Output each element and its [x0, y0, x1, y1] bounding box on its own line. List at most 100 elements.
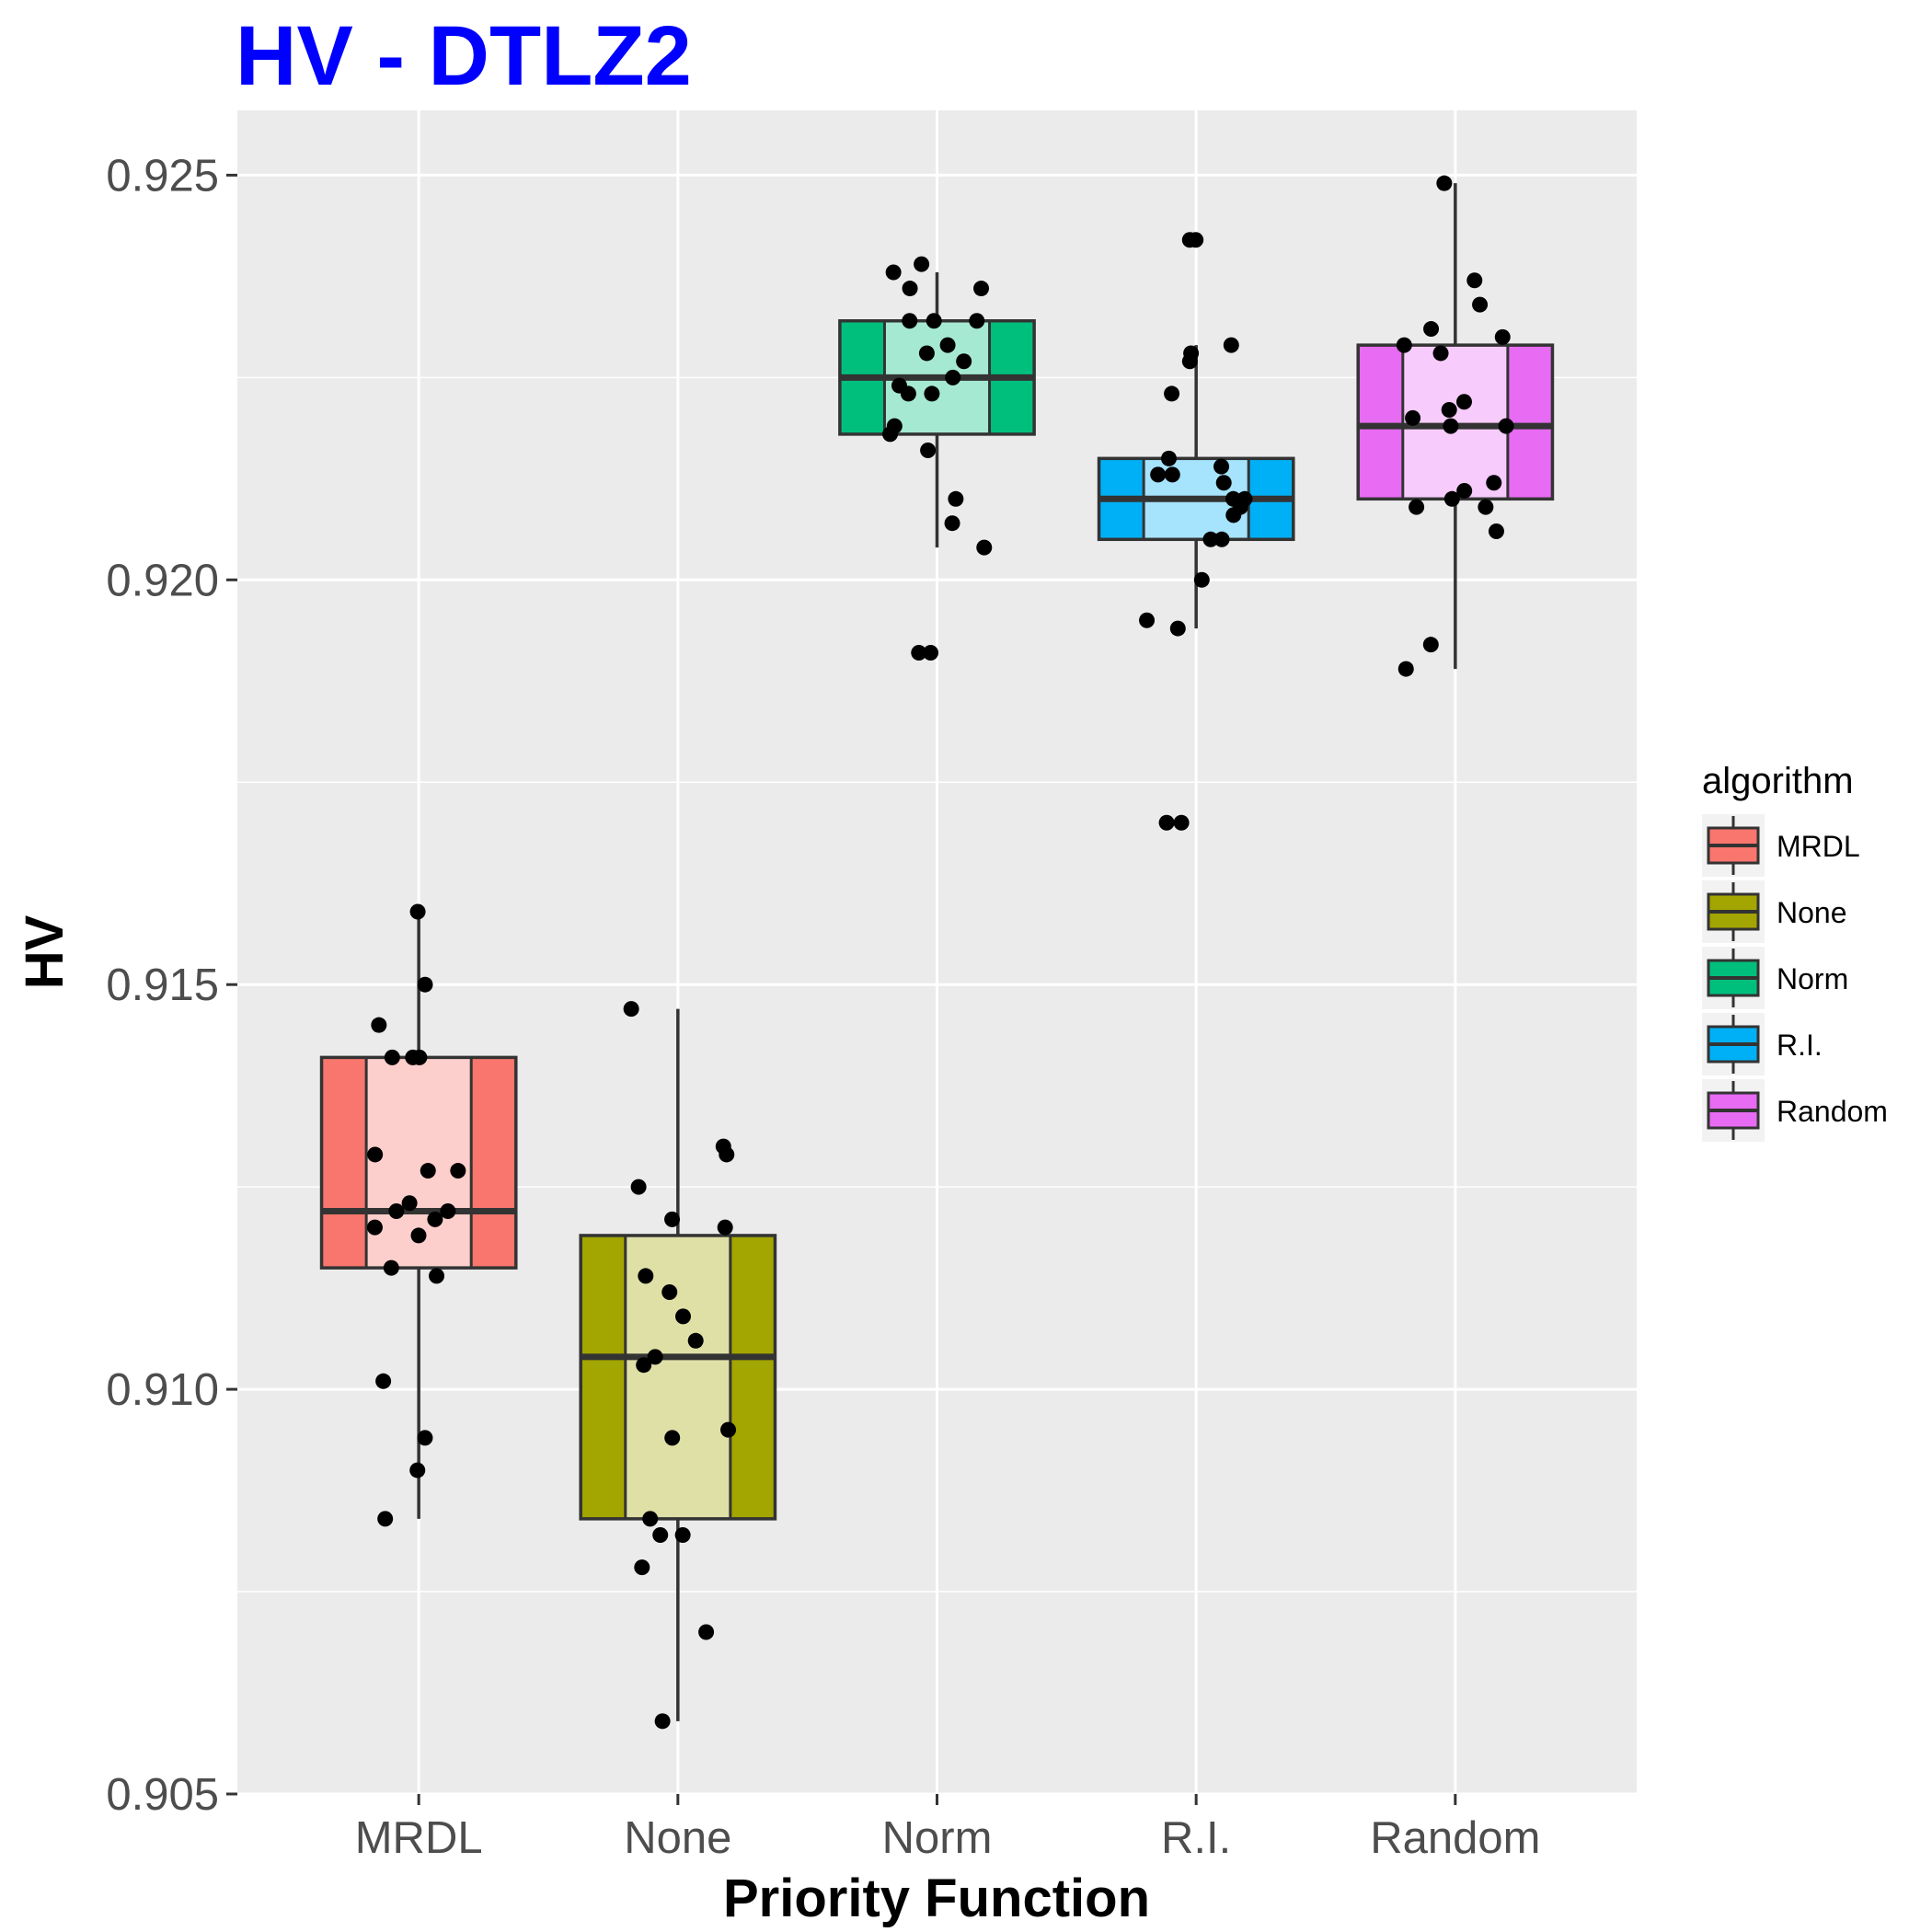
- data-point-Random: [1494, 328, 1511, 345]
- data-point-R.I.: [1181, 232, 1198, 248]
- data-point-MRDL: [429, 1268, 445, 1284]
- data-point-R.I.: [1173, 814, 1190, 831]
- data-point-MRDL: [371, 1017, 387, 1033]
- data-point-MRDL: [450, 1163, 466, 1179]
- x-axis: MRDL None Norm R.I. Random: [355, 1794, 1540, 1863]
- box-outline: [579, 1234, 777, 1521]
- data-point-Random: [1441, 402, 1457, 419]
- data-point-Norm: [944, 515, 960, 532]
- data-point-R.I.: [1158, 814, 1175, 831]
- data-point-MRDL: [401, 1195, 418, 1212]
- legend-title: algorithm: [1702, 761, 1854, 801]
- data-point-MRDL: [420, 1163, 436, 1179]
- data-point-MRDL: [366, 1219, 383, 1236]
- legend-label: None: [1777, 896, 1847, 929]
- data-point-Norm: [920, 443, 937, 459]
- data-point-R.I.: [1225, 507, 1242, 523]
- box-layer: [319, 183, 1555, 1721]
- data-point-Random: [1422, 637, 1439, 653]
- data-point-MRDL: [367, 1146, 384, 1163]
- data-point-R.I.: [1215, 475, 1232, 491]
- data-point-Random: [1498, 418, 1514, 434]
- legend: algorithm MRDL None Norm R.I. Random: [1702, 761, 1888, 1142]
- data-point-R.I.: [1161, 450, 1178, 466]
- y-tick-label: 0.925: [106, 151, 219, 201]
- data-point-MRDL: [375, 1373, 392, 1389]
- data-point-Norm: [923, 644, 939, 661]
- data-point-None: [630, 1179, 647, 1195]
- data-point-Norm: [939, 337, 956, 353]
- data-point-R.I.: [1213, 531, 1230, 547]
- data-point-Norm: [969, 313, 985, 329]
- data-point-Random: [1409, 499, 1425, 515]
- data-point-Random: [1456, 483, 1473, 500]
- data-point-Random: [1466, 272, 1483, 289]
- data-point-MRDL: [417, 1430, 433, 1446]
- data-point-Norm: [902, 313, 918, 329]
- x-axis-title: Priority Function: [723, 1869, 1150, 1928]
- data-point-R.I.: [1150, 466, 1167, 483]
- data-point-Norm: [945, 369, 961, 385]
- x-tick-label: MRDL: [355, 1813, 483, 1863]
- legend-label: MRDL: [1777, 830, 1860, 863]
- y-tick-label: 0.915: [106, 960, 219, 1010]
- data-point-MRDL: [377, 1511, 394, 1527]
- data-point-R.I.: [1181, 353, 1198, 370]
- x-tick-label: Random: [1370, 1813, 1540, 1863]
- legend-label: R.I.: [1777, 1029, 1823, 1062]
- data-point-None: [634, 1559, 650, 1576]
- data-point-None: [636, 1357, 652, 1374]
- box-Norm: [838, 271, 1036, 548]
- data-point-MRDL: [410, 1227, 427, 1244]
- data-point-Norm: [924, 385, 940, 402]
- legend-item-Norm: Norm: [1702, 947, 1848, 1009]
- data-point-None: [674, 1526, 691, 1543]
- data-point-None: [698, 1624, 715, 1640]
- box-R.I.: [1097, 345, 1295, 629]
- data-point-R.I.: [1202, 531, 1219, 547]
- data-point-MRDL: [411, 1049, 428, 1065]
- data-point-Norm: [948, 490, 964, 507]
- data-point-None: [642, 1511, 659, 1527]
- points-layer: [366, 175, 1514, 1730]
- data-point-MRDL: [383, 1259, 399, 1276]
- data-point-MRDL: [417, 976, 433, 993]
- data-point-Norm: [956, 353, 972, 370]
- data-point-None: [654, 1713, 671, 1730]
- data-point-Norm: [900, 385, 916, 402]
- data-point-Random: [1455, 394, 1472, 410]
- data-point-Random: [1478, 499, 1494, 515]
- data-point-None: [719, 1146, 735, 1163]
- data-point-R.I.: [1139, 612, 1156, 628]
- data-point-Random: [1472, 296, 1489, 313]
- data-point-None: [664, 1430, 681, 1446]
- data-point-None: [647, 1349, 663, 1365]
- y-axis: 0.905 0.910 0.915 0.920 0.925: [106, 151, 237, 1820]
- data-point-Random: [1423, 321, 1440, 338]
- data-point-R.I.: [1193, 571, 1210, 588]
- data-point-Norm: [926, 313, 942, 329]
- data-point-None: [717, 1219, 733, 1236]
- data-point-Random: [1486, 475, 1502, 491]
- data-point-Random: [1396, 337, 1412, 353]
- x-tick-label: None: [624, 1813, 731, 1863]
- data-point-Norm: [973, 281, 990, 297]
- data-point-None: [664, 1211, 681, 1227]
- data-point-Random: [1436, 175, 1453, 191]
- data-point-None: [720, 1421, 737, 1438]
- legend-label: Random: [1777, 1095, 1888, 1128]
- data-point-None: [652, 1526, 669, 1543]
- data-point-Random: [1443, 490, 1460, 507]
- data-point-R.I.: [1223, 337, 1239, 353]
- data-point-MRDL: [427, 1211, 443, 1227]
- legend-label: Norm: [1777, 962, 1848, 995]
- data-point-Norm: [976, 539, 993, 556]
- data-point-Random: [1432, 345, 1449, 362]
- data-point-R.I.: [1169, 620, 1186, 637]
- data-point-Norm: [882, 426, 899, 443]
- data-point-Norm: [914, 256, 930, 272]
- data-point-R.I.: [1164, 385, 1180, 402]
- data-point-Random: [1397, 661, 1414, 677]
- legend-item-Random: Random: [1702, 1079, 1888, 1142]
